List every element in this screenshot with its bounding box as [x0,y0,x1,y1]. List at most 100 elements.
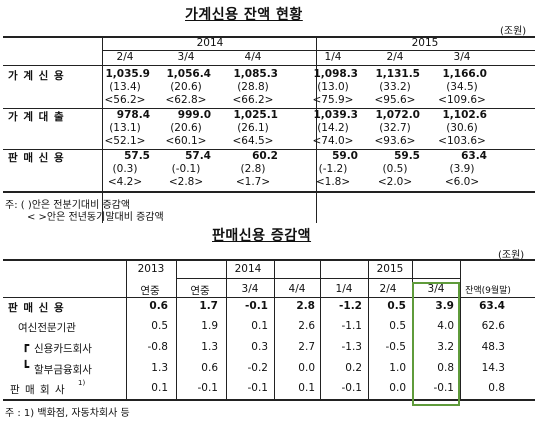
value-cell: 14.3 [481,362,505,374]
period-header: 연중 [190,285,210,297]
value-cell: 0.3 [251,341,268,353]
qoq-cell: (0.3) [112,163,138,175]
value-cell: 1,072.0 [375,109,420,121]
highlight-box [412,282,460,406]
year-header: 2015 [411,37,439,49]
table2-bottom-rule [3,399,535,401]
value-cell: 1.3 [151,362,168,374]
period-header: 3/4 [427,283,445,295]
quarter-header: 2/4 [386,51,404,63]
value-cell: 59.5 [394,150,420,162]
qoq-cell: (3.9) [449,163,475,175]
footnote-marker: 1) [78,379,86,387]
yoy-cell: <103.6> [438,135,486,147]
period-header: 2/4 [379,283,397,295]
yoy-cell: <95.6> [374,94,416,106]
table1-top-rule [3,36,535,38]
value-cell: 0.1 [298,382,315,394]
qoq-cell: (-1.2) [318,163,348,175]
row-rule [3,108,535,109]
value-cell: 1.3 [201,341,218,353]
value-cell: 999.0 [177,109,211,121]
value-cell: 0.2 [345,362,362,374]
value-cell: 63.4 [479,300,505,312]
value-cell: 57.4 [185,150,211,162]
row-label: 판 매 신 용 [8,302,65,314]
yoy-cell: <60.1> [165,135,207,147]
column-divider [368,259,369,399]
yoy-cell: <62.8> [165,94,207,106]
column-divider [176,259,177,399]
year-header: 2014 [196,37,224,49]
value-cell: -0.1 [197,382,219,394]
value-cell: 60.2 [252,150,278,162]
value-cell: 1.7 [199,300,218,312]
value-cell: 0.0 [389,382,406,394]
qoq-cell: (0.5) [382,163,408,175]
yoy-cell: <56.2> [104,94,146,106]
row-label: 판 매 회 사 [10,384,66,396]
table1-header-rule [3,65,535,66]
qoq-cell: (28.8) [237,81,269,93]
yoy-cell: <109.6> [438,94,486,106]
quarter-header: 2/4 [116,51,134,63]
year-rule [320,278,460,279]
yoy-cell: <2.0> [377,176,413,188]
table1-bottom-rule [3,191,535,193]
value-cell: 0.5 [389,320,406,332]
quarter-header: 1/4 [324,51,342,63]
value-cell: -0.8 [147,341,169,353]
value-cell: 2.7 [298,341,315,353]
value-cell: 2.6 [298,320,315,332]
value-cell: 57.5 [124,150,150,162]
value-cell: 0.1 [251,320,268,332]
value-cell: 62.6 [481,320,505,332]
column-divider [226,259,227,399]
table2-note: 주 : 1) 백화점, 자동차회사 등 [5,408,130,419]
column-divider [460,259,461,399]
year-header: 2015 [376,263,404,275]
qoq-cell: (2.8) [240,163,266,175]
year-header: 2013 [137,263,165,275]
value-cell: 0.6 [149,300,168,312]
qoq-cell: (20.6) [170,81,202,93]
yoy-cell: <74.0> [312,135,354,147]
column-divider [316,36,317,223]
value-cell: 0.6 [201,362,218,374]
value-cell: 978.4 [116,109,150,121]
period-header: 1/4 [335,283,353,295]
column-divider [126,259,127,399]
tree-connector-icon: ┗ [22,360,30,374]
quarter-header: 3/4 [177,51,195,63]
yoy-cell: <2.8> [168,176,204,188]
row-label: 판 매 신 용 [8,152,65,164]
value-cell: -1.2 [339,300,362,312]
table1-note: 주: ( )안은 전분기대비 증감액 [5,200,131,211]
column-divider [102,36,103,223]
yoy-cell: <1.8> [315,176,351,188]
value-cell: 1,131.5 [375,68,420,80]
qoq-cell: (14.2) [317,122,349,134]
column-divider [320,259,321,399]
table2-title: 판매신용 증감액 [212,228,312,244]
qoq-cell: (32.7) [379,122,411,134]
value-cell: 1.9 [201,320,218,332]
value-cell: 0.8 [488,382,505,394]
period-header: 잔액(9월말) [465,286,511,296]
table1-title: 가계신용 잔액 현황 [185,7,303,23]
row-label: 신용카드회사 [34,343,92,355]
value-cell: 1,166.0 [442,68,487,80]
value-cell: 0.5 [151,320,168,332]
value-cell: -1.3 [341,341,363,353]
period-header: 연중 [140,285,160,297]
value-cell: -1.1 [341,320,363,332]
qoq-cell: (13.0) [317,81,349,93]
quarter-header: 3/4 [453,51,471,63]
qoq-cell: (13.4) [109,81,141,93]
value-cell: 4.0 [437,320,454,332]
value-cell: 1,035.9 [105,68,150,80]
qoq-cell: (-0.1) [171,163,201,175]
yoy-cell: <66.2> [232,94,274,106]
period-header: 4/4 [288,283,306,295]
yoy-cell: <93.6> [374,135,416,147]
